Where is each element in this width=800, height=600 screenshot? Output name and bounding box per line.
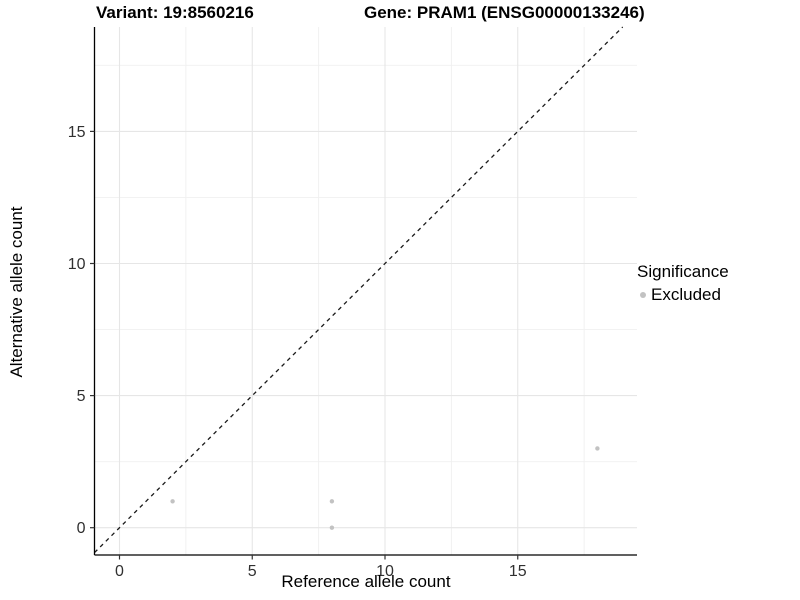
legend-key-dot-icon xyxy=(640,291,646,298)
legend-item: Excluded xyxy=(637,285,729,304)
plot-title-gene: Gene: PRAM1 (ENSG00000133246) xyxy=(364,3,645,22)
data-point xyxy=(329,525,335,530)
x-axis-title: Reference allele count xyxy=(281,572,451,591)
y-axis-title: Alternative allele count xyxy=(7,206,26,378)
x-tick-label: 15 xyxy=(509,563,527,580)
x-tick-label: 5 xyxy=(248,563,257,580)
legend: Significance Excluded xyxy=(637,262,729,304)
y-tick-label: 10 xyxy=(68,256,86,273)
data-point xyxy=(170,499,175,504)
y-tick-label: 5 xyxy=(77,388,86,405)
x-tick-label: 10 xyxy=(376,563,394,580)
x-tick-label: 0 xyxy=(115,563,124,580)
legend-items: Excluded xyxy=(637,285,729,304)
legend-item-label: Excluded xyxy=(651,285,721,304)
y-tick-label: 0 xyxy=(77,520,86,537)
legend-title: Significance xyxy=(637,262,729,281)
plot-title-variant: Variant: 19:8560216 xyxy=(96,3,254,22)
plot-panel xyxy=(94,27,637,555)
data-point xyxy=(329,499,335,504)
y-tick-label: 15 xyxy=(68,124,86,141)
data-point xyxy=(595,446,600,451)
